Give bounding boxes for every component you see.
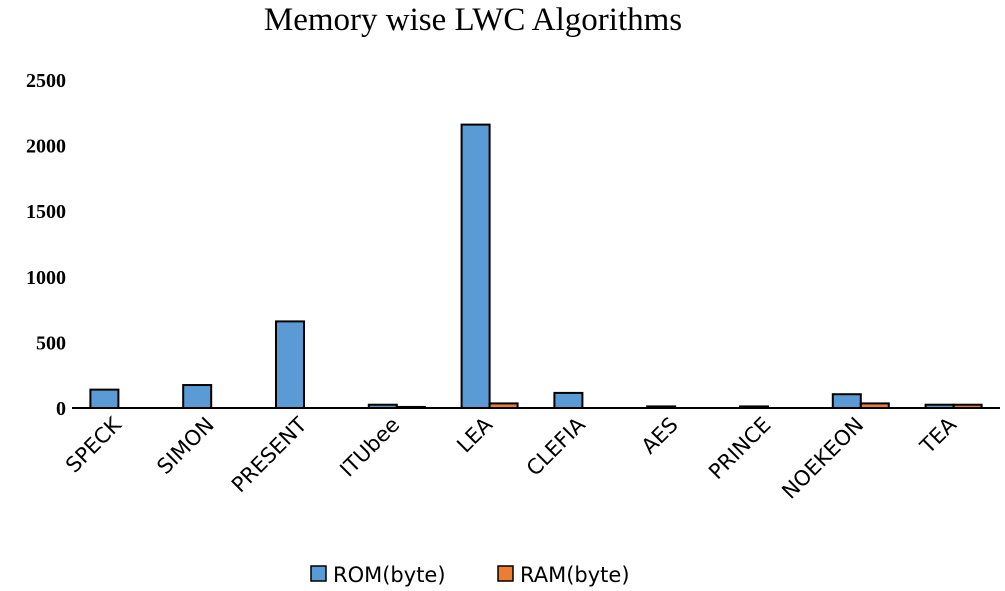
rom-bar (182, 384, 213, 410)
rom-bar (553, 391, 584, 409)
rom-bar (275, 320, 305, 409)
x-tick-label: SPECK (61, 412, 127, 478)
y-tick-label: 1000 (26, 267, 66, 289)
x-tick-label: TEA (915, 412, 962, 459)
y-tick-label: 2500 (26, 70, 66, 92)
legend-label: RAM(byte) (520, 563, 630, 587)
legend: ROM(byte) RAM(byte) (310, 563, 630, 587)
rom-bar (460, 123, 491, 409)
x-tick-label: PRESENT (227, 412, 312, 497)
x-tick-label: SIMON (152, 413, 218, 479)
rom-bar (831, 393, 862, 409)
bar-group (553, 391, 584, 409)
x-tick-label: CLEFIA (522, 412, 591, 481)
legend-swatch (310, 565, 327, 582)
rom-bar (89, 388, 120, 409)
legend-label: ROM(byte) (333, 563, 446, 587)
y-tick-label: 2000 (26, 136, 66, 158)
x-axis-ticks: SPECK SIMON PRESENT ITUbee LEA CLEFIA AES PRINC… (61, 412, 961, 504)
y-tick-label: 500 (36, 332, 66, 354)
x-tick-label: LEA (452, 412, 497, 457)
bars (89, 123, 983, 410)
bar-group (182, 384, 213, 410)
y-axis-ticks: 0 500 1000 1500 2000 2500 (26, 70, 66, 420)
x-tick-label: ITUbee (335, 413, 404, 482)
y-tick-label: 1500 (26, 201, 66, 223)
bar-group (275, 320, 305, 409)
legend-swatch (497, 565, 514, 582)
x-tick-label: AES (637, 413, 683, 459)
bar-group (460, 123, 519, 409)
chart-title: Memory wise LWC Algorithms (264, 2, 682, 38)
bar-group (89, 388, 120, 409)
bar-group (831, 393, 890, 409)
x-tick-label: PRINCE (704, 413, 775, 484)
y-tick-label: 0 (56, 398, 66, 420)
x-tick-label: NOEKEON (777, 413, 868, 504)
